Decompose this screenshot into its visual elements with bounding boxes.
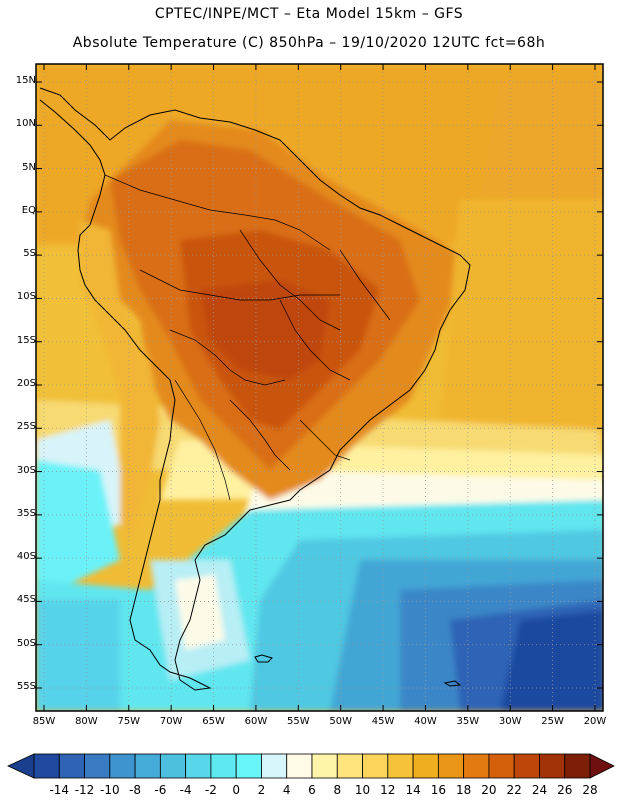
map-frame	[35, 63, 604, 712]
lat-label: 10S	[16, 291, 36, 303]
colorbar-swatch	[159, 753, 187, 779]
temperature-field	[36, 64, 603, 711]
colorbar-label: -2	[204, 783, 217, 797]
colorbar-swatch	[488, 753, 515, 779]
colorbar-swatch	[210, 753, 237, 779]
colorbar-swatch	[33, 753, 60, 779]
colorbar-swatch	[286, 753, 313, 779]
colorbar-label: 8	[333, 783, 342, 797]
lat-label: 40S	[16, 551, 36, 563]
lat-lon-grid	[36, 64, 603, 711]
colorbar-swatch	[437, 753, 465, 779]
colorbar-label: 2	[257, 783, 266, 797]
colorbar-swatch	[134, 753, 161, 779]
lon-label: 40W	[414, 716, 437, 727]
lon-label: 65W	[202, 716, 225, 727]
colorbar-swatch	[564, 753, 591, 779]
colorbar-swatch	[387, 753, 414, 779]
colorbar-swatch	[261, 753, 288, 779]
lat-label: 5S	[23, 248, 36, 260]
lon-label: 85W	[32, 716, 56, 727]
colorbar-label: 24	[531, 783, 548, 797]
lat-label: 15N	[15, 75, 36, 86]
lon-label: 80W	[75, 716, 98, 727]
colorbar-label: -8	[129, 783, 142, 797]
lon-label: 35W	[456, 716, 480, 727]
colorbar-label: 0	[232, 783, 240, 797]
coastline	[39, 87, 471, 691]
colorbar-swatch	[311, 753, 338, 779]
country-borders	[104, 174, 391, 501]
chart-title-line2: Absolute Temperature (C) 850hPa – 19/10/…	[72, 35, 546, 51]
colorbar-label: -6	[154, 783, 167, 797]
colorbar-label: -12	[74, 783, 95, 797]
lon-label: 50W	[329, 716, 352, 727]
colorbar-arrow-high	[589, 753, 615, 779]
lat-label: 25S	[16, 421, 36, 433]
colorbar-swatch	[235, 753, 262, 779]
colorbar-label: 4	[282, 783, 291, 797]
colorbar-swatch	[362, 753, 389, 779]
lat-label: EQ	[21, 204, 36, 216]
lat-label: 5N	[22, 161, 36, 173]
colorbar-label: -4	[179, 783, 192, 797]
colorbar-label: 26	[557, 783, 573, 797]
colorbar-label: 6	[308, 783, 316, 797]
lon-label: 20W	[583, 716, 607, 727]
lon-label: 30W	[498, 716, 522, 727]
colorbar-label: 16	[430, 783, 446, 797]
lon-label: 75W	[117, 716, 141, 727]
lat-label: 35S	[16, 507, 36, 519]
colorbar-swatch	[539, 753, 566, 779]
lon-label: 45W	[371, 716, 395, 727]
colorbar-label: 22	[506, 783, 522, 797]
lat-label: 10N	[15, 118, 36, 130]
colorbar-label: 12	[380, 783, 396, 797]
colorbar-label: -14	[49, 783, 70, 797]
colorbar-label: 28	[582, 783, 598, 797]
colorbar-swatch	[109, 753, 136, 779]
colorbar-swatch	[84, 753, 111, 779]
lat-label: 45S	[16, 594, 36, 606]
colorbar-label: 18	[455, 783, 472, 797]
colorbar-arrow-low	[7, 753, 35, 779]
lat-label: 30S	[16, 464, 36, 476]
lat-label: 15S	[16, 334, 36, 346]
colorbar-swatch	[463, 753, 490, 779]
axis-ticks	[36, 64, 603, 711]
lon-label: 55W	[286, 716, 310, 727]
lat-label: 50S	[16, 637, 36, 649]
colorbar-label: 14	[405, 783, 421, 797]
lon-label: 60W	[244, 716, 268, 727]
lat-label: 20S	[16, 378, 36, 389]
lon-label: 25W	[541, 716, 564, 727]
colorbar-label: 20	[481, 783, 497, 797]
colorbar-label: -10	[100, 783, 120, 797]
colorbar-swatch	[412, 753, 439, 779]
colorbar-label: 10	[354, 783, 371, 797]
colorbar	[7, 753, 615, 779]
colorbar-swatch	[336, 753, 363, 779]
colorbar-swatch	[58, 753, 85, 779]
colorbar-swatch	[513, 753, 540, 779]
lat-label: 55S	[16, 681, 36, 692]
lon-label: 70W	[159, 716, 183, 727]
chart-title-line1: CPTEC/INPE/MCT – Eta Model 15km – GFS	[154, 6, 464, 22]
colorbar-swatch	[185, 753, 212, 779]
